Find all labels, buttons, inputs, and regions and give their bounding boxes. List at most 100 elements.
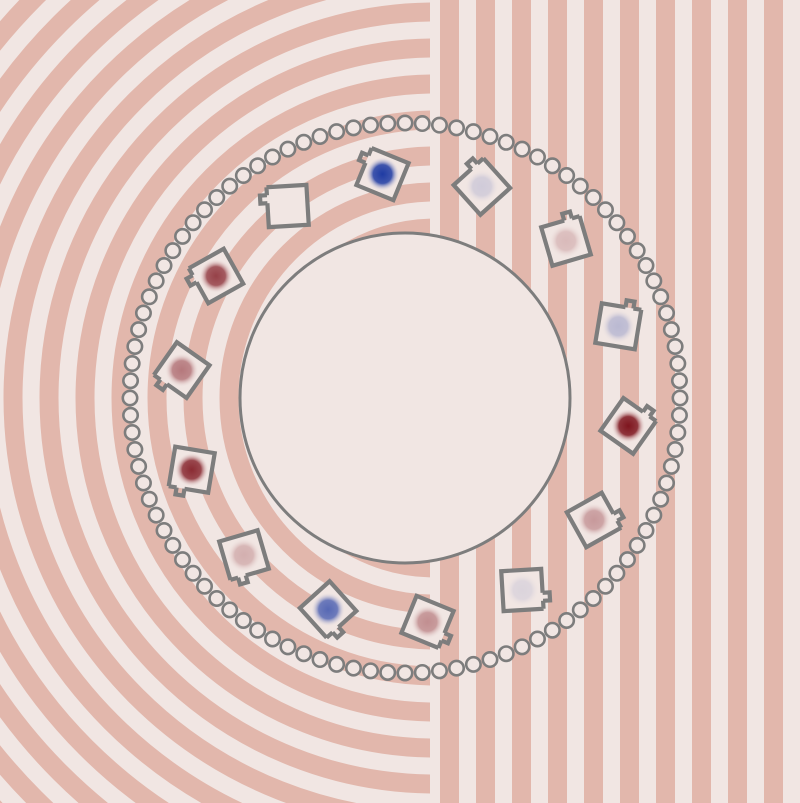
wavefront-arc bbox=[3, 0, 358, 803]
ring-bead bbox=[628, 242, 646, 260]
ring-bead bbox=[671, 389, 689, 407]
resonator-tab bbox=[463, 155, 479, 171]
ring-bead bbox=[497, 645, 515, 663]
ring-bead bbox=[584, 589, 602, 607]
ring-bead bbox=[126, 441, 144, 459]
resonator-tab bbox=[236, 574, 251, 587]
ring-bead bbox=[196, 577, 214, 595]
field-blob bbox=[577, 503, 611, 537]
ring-bead bbox=[596, 577, 614, 595]
ring-bead bbox=[652, 490, 670, 508]
ring-bead bbox=[362, 116, 380, 134]
ring-bead bbox=[264, 630, 282, 648]
resonator-tab bbox=[173, 487, 187, 499]
resonator-tab bbox=[183, 273, 198, 289]
ring-bead bbox=[174, 551, 192, 569]
ring-bead bbox=[481, 651, 499, 669]
ring-bead bbox=[558, 611, 576, 629]
field-blob bbox=[410, 604, 445, 639]
field-blob bbox=[270, 189, 305, 223]
field-blob bbox=[311, 592, 346, 627]
resonator bbox=[152, 339, 213, 401]
resonator bbox=[296, 578, 360, 641]
ring-bead bbox=[662, 457, 680, 475]
ring-bead bbox=[513, 638, 531, 656]
ring-bead bbox=[155, 521, 173, 539]
ring-bead bbox=[184, 564, 202, 582]
resonator bbox=[538, 209, 594, 269]
resonator-tab bbox=[153, 378, 169, 393]
ring-bead bbox=[666, 337, 684, 355]
ring-bead bbox=[221, 601, 239, 619]
resonator bbox=[183, 245, 247, 307]
ring-bead bbox=[123, 423, 141, 441]
ring-bead bbox=[123, 355, 141, 373]
resonator-tab bbox=[440, 631, 454, 646]
ring-bead bbox=[328, 655, 346, 673]
ring-bead bbox=[584, 189, 602, 207]
ring-bead bbox=[328, 123, 346, 141]
ring-bead bbox=[134, 304, 152, 322]
resonator-tab bbox=[559, 209, 574, 222]
ring-bead bbox=[628, 536, 646, 554]
ring-bead bbox=[637, 257, 655, 275]
ring-bead bbox=[130, 457, 148, 475]
wavefront-line bbox=[728, 0, 747, 803]
ring-bead bbox=[543, 621, 561, 639]
ring-bead bbox=[208, 189, 226, 207]
ring-bead bbox=[528, 148, 546, 166]
resonator bbox=[353, 146, 412, 203]
ring-bead bbox=[155, 257, 173, 275]
field-blob bbox=[505, 573, 540, 607]
ring-bead bbox=[311, 127, 329, 145]
wavefront-arc bbox=[183, 146, 430, 650]
ring-bead bbox=[571, 177, 589, 195]
field-blob bbox=[227, 538, 261, 573]
ring-bead bbox=[184, 214, 202, 232]
ring-bead bbox=[413, 115, 431, 133]
ring-bead bbox=[311, 651, 329, 669]
ring-bead bbox=[234, 167, 252, 185]
ring-bead bbox=[174, 227, 192, 245]
ring-bead bbox=[164, 242, 182, 260]
ring-bead bbox=[344, 119, 362, 137]
wavefront-line bbox=[584, 0, 603, 803]
ring-bead bbox=[658, 474, 676, 492]
ring-bead bbox=[497, 133, 515, 151]
field-blob bbox=[164, 353, 199, 388]
ring-bead bbox=[221, 177, 239, 195]
resonator bbox=[597, 395, 658, 457]
resonator-tab bbox=[331, 625, 347, 641]
ring-bead bbox=[448, 659, 466, 677]
field-blob bbox=[365, 157, 400, 192]
field-blob bbox=[601, 309, 636, 344]
wavefront-arc bbox=[219, 182, 430, 614]
ring-bead bbox=[208, 589, 226, 607]
field-blob bbox=[174, 452, 209, 487]
ring-bead bbox=[147, 272, 165, 290]
wavefront-line bbox=[656, 0, 675, 803]
ring-bead bbox=[140, 288, 158, 306]
field-blob bbox=[464, 169, 499, 204]
ring-bead bbox=[249, 621, 267, 639]
field-blob bbox=[199, 259, 233, 293]
ring-bead bbox=[669, 355, 687, 373]
ring-bead bbox=[658, 304, 676, 322]
ring-bead bbox=[448, 119, 466, 137]
field-blob bbox=[549, 223, 583, 258]
ring-bead bbox=[122, 406, 140, 424]
ring-bead bbox=[464, 123, 482, 141]
ring-bead bbox=[543, 157, 561, 175]
ring-bead bbox=[669, 423, 687, 441]
ring-bead bbox=[164, 536, 182, 554]
ring-bead bbox=[430, 662, 448, 680]
ring-bead bbox=[130, 321, 148, 339]
ring-bead bbox=[344, 659, 362, 677]
ring-bead bbox=[558, 167, 576, 185]
resonator-tab bbox=[542, 590, 553, 603]
ring-bead bbox=[295, 645, 313, 663]
ring-bead bbox=[249, 157, 267, 175]
ring-bead bbox=[379, 115, 397, 133]
